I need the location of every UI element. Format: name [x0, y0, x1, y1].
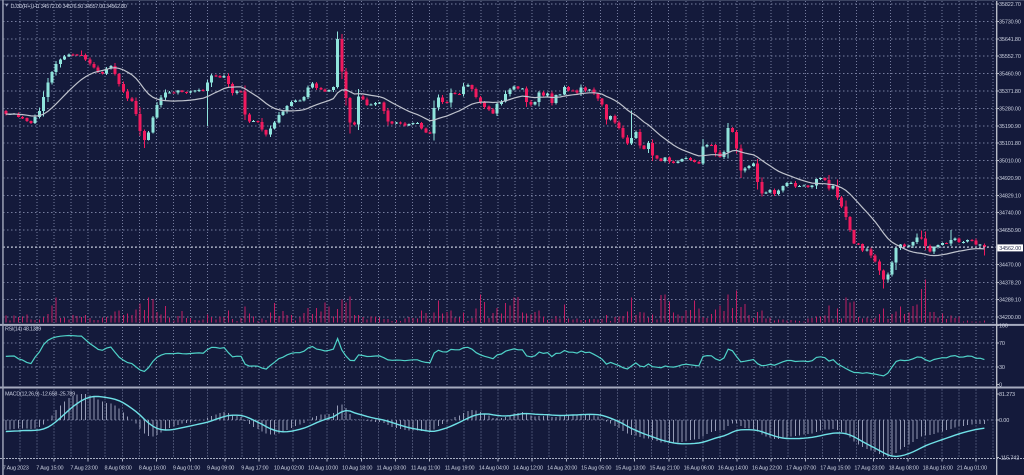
- svg-text:35822.70: 35822.70: [999, 2, 1021, 8]
- svg-text:8 Aug 08:00: 8 Aug 08:00: [105, 466, 132, 472]
- svg-text:35730.90: 35730.90: [999, 20, 1021, 26]
- svg-text:17 Aug 15:00: 17 Aug 15:00: [820, 466, 850, 472]
- svg-text:34650.90: 34650.90: [999, 228, 1021, 234]
- svg-text:0: 0: [999, 383, 1002, 389]
- svg-text:7 Aug 2023: 7 Aug 2023: [3, 466, 29, 472]
- svg-text:35460.90: 35460.90: [999, 72, 1021, 78]
- svg-text:11 Aug 19:00: 11 Aug 19:00: [445, 466, 475, 472]
- svg-text:7 Aug 15:00: 7 Aug 15:00: [36, 466, 63, 472]
- svg-text:15 Aug 13:00: 15 Aug 13:00: [615, 466, 645, 472]
- svg-text:16 Aug 14:00: 16 Aug 14:00: [718, 466, 748, 472]
- svg-text:35190.90: 35190.90: [999, 124, 1021, 130]
- svg-text:18 Aug 16:00: 18 Aug 16:00: [923, 466, 953, 472]
- svg-text:35552.70: 35552.70: [999, 54, 1021, 60]
- svg-text:9 Aug 09:00: 9 Aug 09:00: [207, 466, 234, 472]
- svg-text:34378.20: 34378.20: [999, 280, 1021, 286]
- svg-text:DJ30(R+),H1 34572.00 34576.50: DJ30(R+),H1 34572.00 34576.50 34557.00 3…: [11, 4, 127, 10]
- svg-text:16 Aug 06:00: 16 Aug 06:00: [684, 466, 714, 472]
- svg-text:34829.10: 34829.10: [999, 194, 1021, 200]
- svg-text:34200.00: 34200.00: [999, 315, 1021, 321]
- svg-text:14 Aug 12:00: 14 Aug 12:00: [513, 466, 543, 472]
- svg-text:34562.00: 34562.00: [999, 246, 1021, 252]
- svg-text:15 Aug 21:00: 15 Aug 21:00: [649, 466, 679, 472]
- svg-text:16 Aug 22:00: 16 Aug 22:00: [752, 466, 782, 472]
- svg-text:15 Aug 05:00: 15 Aug 05:00: [581, 466, 611, 472]
- svg-text:10 Aug 10:00: 10 Aug 10:00: [308, 466, 338, 472]
- svg-text:70: 70: [999, 341, 1005, 347]
- svg-text:35280.00: 35280.00: [999, 107, 1021, 113]
- svg-text:17 Aug 07:00: 17 Aug 07:00: [786, 466, 816, 472]
- svg-text:18 Aug 08:00: 18 Aug 08:00: [889, 466, 919, 472]
- svg-text:10 Aug 18:00: 10 Aug 18:00: [342, 466, 372, 472]
- svg-text:30: 30: [999, 365, 1005, 371]
- svg-text:7 Aug 23:00: 7 Aug 23:00: [70, 466, 97, 472]
- svg-text:9 Aug 17:00: 9 Aug 17:00: [241, 466, 268, 472]
- svg-text:11 Aug 11:00: 11 Aug 11:00: [411, 466, 440, 472]
- svg-text:14 Aug 04:00: 14 Aug 04:00: [479, 466, 509, 472]
- svg-text:100: 100: [999, 324, 1008, 330]
- svg-text:34740.00: 34740.00: [999, 211, 1021, 217]
- svg-text:34470.00: 34470.00: [999, 263, 1021, 269]
- svg-text:MACD(12,26,9) -12.658 -25.789: MACD(12,26,9) -12.658 -25.789: [5, 392, 75, 398]
- svg-text:11 Aug 03:00: 11 Aug 03:00: [376, 466, 406, 472]
- svg-text:35010.00: 35010.00: [999, 159, 1021, 165]
- svg-text:10 Aug 02:00: 10 Aug 02:00: [274, 466, 304, 472]
- svg-text:35641.80: 35641.80: [999, 37, 1021, 43]
- svg-text:35371.80: 35371.80: [999, 89, 1021, 95]
- svg-text:9 Aug 01:00: 9 Aug 01:00: [173, 466, 200, 472]
- svg-text:14 Aug 20:00: 14 Aug 20:00: [547, 466, 577, 472]
- svg-text:0.00: 0.00: [999, 418, 1009, 424]
- svg-text:21 Aug 01:00: 21 Aug 01:00: [957, 466, 987, 472]
- svg-text:34920.90: 34920.90: [999, 176, 1021, 182]
- svg-text:RSI(14) 48.1389: RSI(14) 48.1389: [5, 327, 41, 333]
- svg-text:17 Aug 23:00: 17 Aug 23:00: [854, 466, 884, 472]
- svg-text:35101.80: 35101.80: [999, 141, 1021, 147]
- svg-text:81.273: 81.273: [999, 392, 1015, 398]
- svg-text:8 Aug 16:00: 8 Aug 16:00: [139, 466, 166, 472]
- svg-text:34289.10: 34289.10: [999, 298, 1021, 304]
